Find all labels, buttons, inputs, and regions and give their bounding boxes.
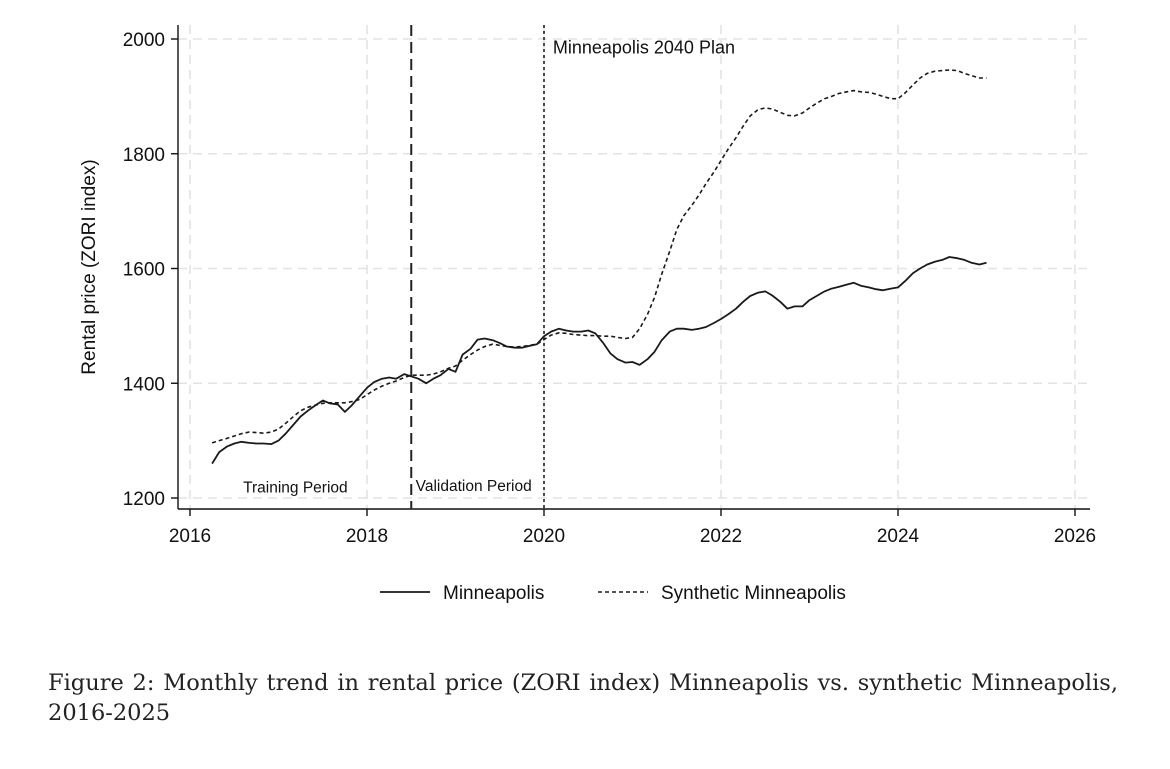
annotation-training-period: Training Period — [243, 479, 348, 496]
x-tick-label: 2024 — [877, 526, 920, 547]
x-tick-label: 2016 — [169, 526, 211, 547]
series-synthetic-minneapolis — [211, 69, 987, 444]
y-axis-title: Rental price (ZORI index) — [79, 159, 100, 374]
reference-lines — [410, 25, 545, 509]
figure-caption: Figure 2: Monthly trend in rental price … — [48, 670, 1118, 726]
axes: 1200 1400 1600 1800 2000 2016 2018 2020 2022 2024… — [79, 25, 1096, 547]
x-tick-label: 2020 — [523, 526, 565, 547]
y-tick-label: 1800 — [123, 145, 165, 166]
legend: Minneapolis Synthetic Minneapolis — [380, 583, 846, 604]
y-tick-label: 1400 — [123, 374, 165, 395]
series-group — [211, 69, 987, 465]
line-chart: 1200 1400 1600 1800 2000 2016 2018 2020 2022 2024… — [79, 25, 1096, 604]
x-tick-label: 2018 — [346, 526, 388, 547]
annotations: Minneapolis 2040 Plan Training Period Vali… — [243, 37, 735, 496]
y-tick-label: 2000 — [123, 30, 165, 51]
legend-label: Synthetic Minneapolis — [661, 583, 846, 604]
x-tick-label: 2022 — [700, 526, 742, 547]
y-tick-label: 1600 — [123, 260, 165, 281]
annotation-2040-plan: Minneapolis 2040 Plan — [553, 37, 735, 57]
y-tick-label: 1200 — [123, 489, 165, 510]
annotation-validation-period: Validation Period — [416, 478, 532, 495]
grid — [178, 25, 1090, 509]
series-minneapolis — [211, 256, 987, 465]
legend-label: Minneapolis — [443, 583, 544, 604]
x-tick-label: 2026 — [1054, 526, 1096, 547]
